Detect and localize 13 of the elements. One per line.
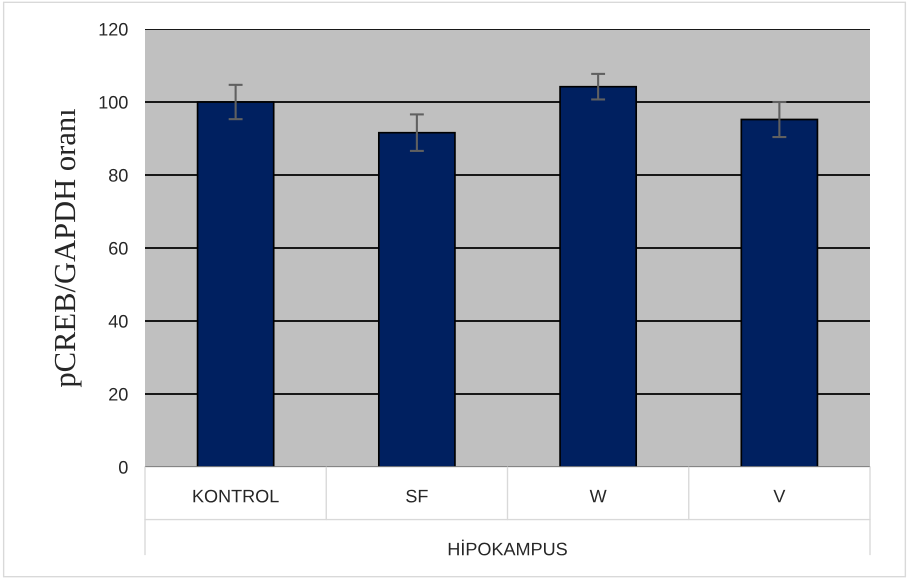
x-tick-label: V: [773, 490, 786, 502]
y-tick-label: 0: [119, 460, 128, 474]
y-tick-label: 120: [100, 22, 128, 36]
x-axis-title: HİPOKAMPUS: [448, 540, 567, 556]
y-tick-label: 40: [108, 314, 128, 328]
x-tick-label: SF: [406, 490, 428, 502]
y-tick-label: 80: [109, 168, 128, 182]
x-tick-label: W: [590, 490, 607, 502]
y-tick-label: 20: [109, 388, 128, 401]
x-tick-label: KONTROL: [193, 490, 279, 502]
y-axis-title: pCREB/GAPDH oranı: [54, 108, 82, 388]
y-tick-label: 100: [100, 96, 128, 109]
y-tick-label: 60: [109, 242, 128, 255]
